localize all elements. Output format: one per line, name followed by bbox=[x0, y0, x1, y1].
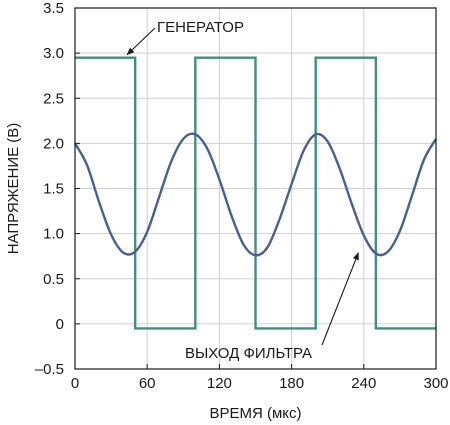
y-tick-label-3: 1.0 bbox=[43, 226, 64, 243]
y-tick-label-0: –0.5 bbox=[35, 361, 64, 378]
x-tick-label-1: 60 bbox=[139, 375, 156, 392]
x-tick-label-5: 300 bbox=[423, 375, 448, 392]
y-axis-title: НАПРЯЖЕНИЕ (В) bbox=[5, 123, 22, 255]
y-tick-label-1: 0 bbox=[56, 316, 64, 333]
y-tick-label-4: 1.5 bbox=[43, 181, 64, 198]
annotation-arrow-0 bbox=[126, 27, 156, 56]
annotation-label-1: ВЫХОД ФИЛЬТРА bbox=[185, 345, 312, 362]
y-tick-label-5: 2.0 bbox=[43, 135, 64, 152]
y-tick-label-8: 3.5 bbox=[43, 0, 64, 17]
x-axis-title: ВРЕМЯ (мкс) bbox=[209, 405, 301, 422]
x-tick-label-4: 240 bbox=[351, 375, 376, 392]
y-tick-label-7: 3.0 bbox=[43, 45, 64, 62]
axis-ticks: 0 60 120 180 240 300 –0.5 0 0.5 1.0 1.5 2.0 2.5 3.0 3.… bbox=[35, 0, 449, 392]
series-line-generator bbox=[75, 56, 436, 330]
y-tick-label-6: 2.5 bbox=[43, 90, 64, 107]
annotation-arrow-1 bbox=[321, 252, 359, 346]
annotation-label-0: ГЕНЕРАТОР bbox=[157, 19, 244, 36]
x-tick-label-3: 180 bbox=[279, 375, 304, 392]
series-line-filter-output bbox=[73, 132, 438, 257]
series-layer bbox=[73, 56, 438, 330]
x-tick-label-0: 0 bbox=[71, 375, 79, 392]
x-tick-label-2: 120 bbox=[207, 375, 232, 392]
y-tick-label-2: 0.5 bbox=[43, 271, 64, 288]
annotations: ГЕНЕРАТОР ВЫХОД ФИЛЬТРА bbox=[126, 19, 359, 362]
